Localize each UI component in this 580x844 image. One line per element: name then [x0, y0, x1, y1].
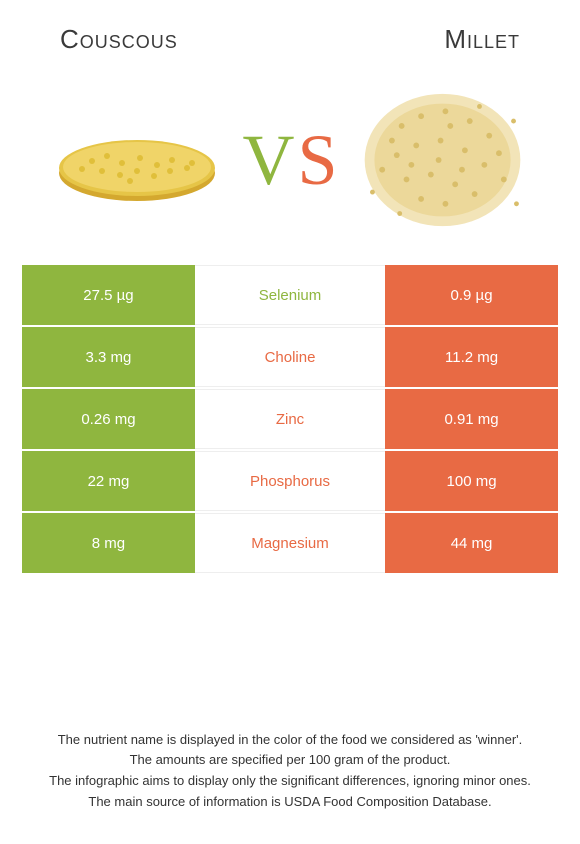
header: Couscous Millet — [0, 0, 580, 65]
footer-line: The main source of information is USDA F… — [25, 793, 555, 812]
vs-s: S — [297, 119, 337, 202]
left-value-cell: 0.26 mg — [22, 389, 195, 449]
left-value-cell: 3.3 mg — [22, 327, 195, 387]
table-row: 22 mgPhosphorus100 mg — [22, 451, 558, 511]
footer-line: The infographic aims to display only the… — [25, 772, 555, 791]
nutrient-label-cell: Zinc — [195, 389, 385, 449]
table-row: 8 mgMagnesium44 mg — [22, 513, 558, 573]
right-value-cell: 0.9 µg — [385, 265, 558, 325]
left-food-image — [47, 85, 227, 235]
table-row: 3.3 mgCholine11.2 mg — [22, 327, 558, 387]
footer-line: The nutrient name is displayed in the co… — [25, 731, 555, 750]
footer-notes: The nutrient name is displayed in the co… — [0, 731, 580, 814]
right-food-title: Millet — [444, 24, 520, 55]
nutrient-label-cell: Phosphorus — [195, 451, 385, 511]
table-row: 27.5 µgSelenium0.9 µg — [22, 265, 558, 325]
right-value-cell: 100 mg — [385, 451, 558, 511]
left-value-cell: 8 mg — [22, 513, 195, 573]
left-value-cell: 22 mg — [22, 451, 195, 511]
right-food-image — [353, 85, 533, 235]
nutrient-label-cell: Selenium — [195, 265, 385, 325]
nutrient-table: 27.5 µgSelenium0.9 µg3.3 mgCholine11.2 m… — [22, 265, 558, 573]
vs-label: V S — [242, 119, 337, 202]
table-row: 0.26 mgZinc0.91 mg — [22, 389, 558, 449]
left-food-title: Couscous — [60, 24, 178, 55]
footer-line: The amounts are specified per 100 gram o… — [25, 751, 555, 770]
right-value-cell: 11.2 mg — [385, 327, 558, 387]
left-value-cell: 27.5 µg — [22, 265, 195, 325]
nutrient-label-cell: Choline — [195, 327, 385, 387]
right-value-cell: 0.91 mg — [385, 389, 558, 449]
hero-section: V S — [0, 65, 580, 265]
right-value-cell: 44 mg — [385, 513, 558, 573]
vs-v: V — [242, 119, 294, 202]
nutrient-label-cell: Magnesium — [195, 513, 385, 573]
